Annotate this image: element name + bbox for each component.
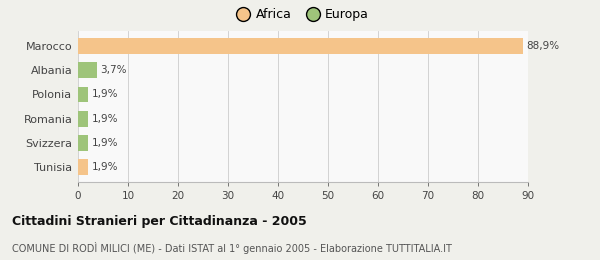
Text: 1,9%: 1,9% — [91, 89, 118, 100]
Bar — [78, 111, 88, 127]
Text: 1,9%: 1,9% — [91, 114, 118, 124]
Bar — [78, 135, 88, 151]
Text: 3,7%: 3,7% — [101, 65, 127, 75]
Legend: Africa, Europa: Africa, Europa — [233, 4, 373, 25]
Bar — [78, 62, 97, 78]
Text: Cittadini Stranieri per Cittadinanza - 2005: Cittadini Stranieri per Cittadinanza - 2… — [12, 214, 307, 228]
Bar — [78, 38, 523, 54]
Bar — [78, 159, 88, 175]
Bar — [78, 87, 88, 102]
Text: 1,9%: 1,9% — [91, 138, 118, 148]
Text: 88,9%: 88,9% — [527, 41, 560, 51]
Text: 1,9%: 1,9% — [91, 162, 118, 172]
Text: COMUNE DI RODÌ MILICI (ME) - Dati ISTAT al 1° gennaio 2005 - Elaborazione TUTTIT: COMUNE DI RODÌ MILICI (ME) - Dati ISTAT … — [12, 242, 452, 254]
